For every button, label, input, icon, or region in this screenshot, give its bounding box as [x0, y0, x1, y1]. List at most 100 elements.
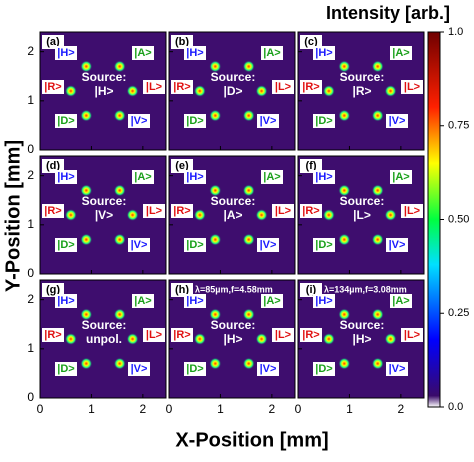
- state-box: [143, 204, 165, 218]
- state-box: [42, 80, 64, 94]
- spot: [255, 85, 268, 97]
- spot: [193, 209, 206, 221]
- state-box: [313, 170, 335, 184]
- spot: [255, 333, 268, 345]
- source-label: Source:: [82, 70, 127, 84]
- state-label: |L>: [146, 81, 162, 93]
- state-label: |D>: [186, 239, 203, 251]
- spot: [209, 60, 222, 73]
- state-label: |L>: [275, 205, 291, 217]
- state-label: |A>: [134, 47, 151, 59]
- panel-note: λ=85µm,f=4.58mm: [195, 284, 273, 294]
- spot: [126, 333, 139, 345]
- state-box: [143, 80, 165, 94]
- state-box: [401, 204, 423, 218]
- source-label: |H>: [223, 332, 242, 346]
- source-label: Source:: [82, 318, 127, 332]
- state-label: |D>: [315, 363, 332, 375]
- state-box: [261, 170, 283, 184]
- state-box: [55, 170, 77, 184]
- spot: [338, 184, 351, 197]
- state-label: |H>: [186, 295, 203, 307]
- source-label: unpol.: [86, 332, 122, 346]
- state-label: |A>: [134, 295, 151, 307]
- spot: [384, 85, 397, 97]
- state-label: |R>: [302, 329, 319, 341]
- state-label: |L>: [404, 81, 420, 93]
- state-label: |D>: [57, 363, 74, 375]
- state-label: |R>: [302, 205, 319, 217]
- state-label: |D>: [186, 363, 203, 375]
- x-tick-label: 2: [140, 402, 147, 416]
- x-axis-label: X-Position [mm]: [175, 429, 328, 451]
- x-tick-label: 1: [217, 402, 224, 416]
- state-label: |R>: [302, 81, 319, 93]
- state-label: |L>: [146, 329, 162, 341]
- state-box: [272, 328, 294, 342]
- state-box: [132, 170, 154, 184]
- y-tick-label: 1: [27, 93, 34, 107]
- colorbar-tick-label: 0.50: [448, 213, 469, 225]
- state-box: [42, 328, 64, 342]
- state-box: [42, 204, 64, 218]
- state-box: [257, 238, 279, 252]
- state-box: [261, 294, 283, 308]
- colorbar-tick-label: 1.0: [448, 26, 463, 38]
- state-box: [300, 204, 322, 218]
- x-tick-label: 1: [346, 402, 353, 416]
- state-label: |R>: [44, 205, 61, 217]
- state-label: |D>: [57, 115, 74, 127]
- spot: [209, 357, 222, 370]
- state-label: |R>: [44, 81, 61, 93]
- state-box: [386, 114, 408, 128]
- colorbar-tick-label: 0.25: [448, 307, 469, 319]
- spot: [338, 60, 351, 73]
- spot: [64, 333, 77, 345]
- spot: [64, 209, 77, 221]
- panel-label-box: [42, 159, 64, 173]
- state-label: |L>: [275, 81, 291, 93]
- state-label: |V>: [389, 363, 406, 375]
- spot: [80, 60, 93, 73]
- spot: [242, 308, 255, 321]
- spot: [193, 85, 206, 97]
- state-label: |L>: [404, 329, 420, 341]
- spot: [80, 357, 93, 370]
- panel-label: (c): [304, 36, 318, 48]
- state-box: [128, 114, 150, 128]
- state-label: |V>: [260, 363, 277, 375]
- state-label: |V>: [260, 115, 277, 127]
- state-box: [184, 114, 206, 128]
- state-label: |L>: [404, 205, 420, 217]
- state-box: [390, 294, 412, 308]
- panel-label-box: [300, 35, 322, 49]
- state-box: [261, 46, 283, 60]
- state-label: |H>: [315, 47, 332, 59]
- y-tick-label: 2: [27, 292, 34, 306]
- source-label: Source:: [211, 70, 256, 84]
- state-box: [386, 362, 408, 376]
- state-label: |A>: [263, 47, 280, 59]
- y-tick-label: 0: [27, 266, 34, 280]
- spot: [322, 333, 335, 345]
- x-tick-label: 2: [398, 402, 405, 416]
- source-label: |H>: [352, 332, 371, 346]
- state-box: [55, 362, 77, 376]
- state-label: |D>: [315, 115, 332, 127]
- source-label: |R>: [352, 84, 371, 98]
- state-label: |H>: [315, 295, 332, 307]
- spot: [80, 233, 93, 246]
- spot: [126, 85, 139, 97]
- spot: [113, 109, 126, 122]
- state-box: [171, 328, 193, 342]
- state-label: |D>: [57, 239, 74, 251]
- state-label: |A>: [134, 171, 151, 183]
- state-box: [313, 294, 335, 308]
- state-label: |H>: [57, 171, 74, 183]
- y-tick-label: 0: [27, 390, 34, 404]
- state-box: [313, 114, 335, 128]
- spot: [193, 333, 206, 345]
- panel-label-box: [42, 35, 64, 49]
- source-label: |D>: [223, 84, 242, 98]
